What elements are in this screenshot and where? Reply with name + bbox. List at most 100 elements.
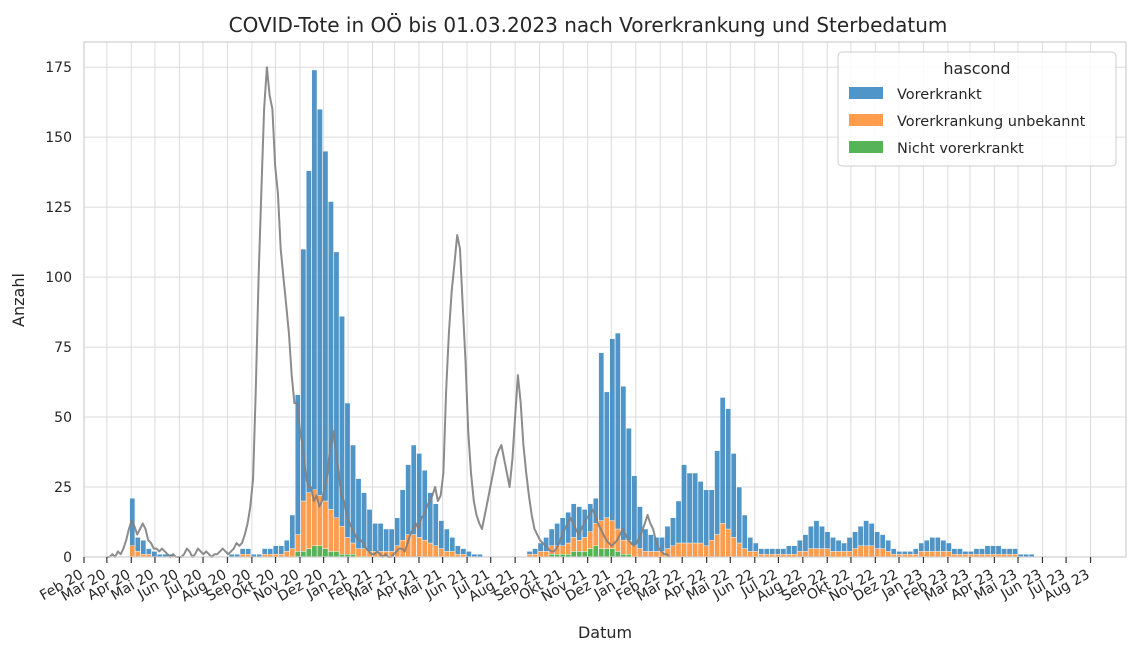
bar-segment bbox=[797, 540, 803, 552]
legend-box bbox=[837, 51, 1117, 167]
bar-segment bbox=[637, 506, 643, 549]
legend: hascond Vorerkrankt Vorerkrankung unbekan… bbox=[837, 51, 1117, 167]
bar-segment bbox=[686, 472, 693, 544]
legend-entry: Nicht vorerkrankt bbox=[897, 141, 1024, 157]
bar-segment bbox=[692, 472, 698, 544]
bar-segment bbox=[631, 475, 638, 547]
bar-segment bbox=[620, 540, 627, 555]
bar-segment bbox=[399, 489, 406, 541]
bar-segment bbox=[537, 551, 544, 558]
bar-segment bbox=[725, 408, 731, 530]
bar-segment bbox=[692, 542, 698, 558]
bar-segment bbox=[830, 537, 836, 552]
bar-segment bbox=[438, 520, 445, 549]
bar-segment bbox=[565, 542, 571, 555]
bar-segment bbox=[576, 551, 583, 558]
bar-segment bbox=[940, 540, 947, 552]
bar-segment bbox=[570, 551, 577, 558]
bar-segment bbox=[929, 551, 936, 558]
bar-segment bbox=[725, 528, 731, 558]
bar-segment bbox=[427, 492, 434, 544]
bar-segment bbox=[957, 548, 963, 555]
bar-segment bbox=[703, 545, 709, 558]
y-tick-label: 25 bbox=[54, 480, 72, 496]
legend-swatch bbox=[849, 114, 883, 126]
bar-segment bbox=[278, 545, 285, 555]
bar-segment bbox=[769, 548, 776, 555]
bar-segment bbox=[328, 201, 334, 510]
bar-segment bbox=[306, 548, 312, 558]
bar-segment bbox=[284, 551, 290, 558]
bar-segment bbox=[548, 528, 555, 547]
bar-segment bbox=[675, 542, 682, 558]
bar-segment bbox=[929, 537, 936, 552]
y-tick-label: 100 bbox=[45, 270, 72, 286]
bar-segment bbox=[979, 548, 985, 555]
bar-segment bbox=[328, 509, 334, 552]
bar-segment bbox=[775, 548, 781, 555]
bar-segment bbox=[747, 537, 754, 552]
bar-segment bbox=[449, 551, 456, 558]
bar-segment bbox=[730, 537, 737, 558]
bar-segment bbox=[990, 545, 996, 555]
bar-segment bbox=[681, 464, 687, 544]
bar-segment bbox=[421, 540, 428, 558]
bar-segment bbox=[449, 537, 456, 552]
bar-segment bbox=[604, 391, 610, 519]
bar-segment bbox=[648, 551, 654, 558]
bar-segment bbox=[416, 453, 423, 538]
bar-segment bbox=[946, 551, 952, 558]
bar-segment bbox=[631, 545, 638, 558]
bar-segment bbox=[670, 545, 676, 558]
bar-segment bbox=[648, 534, 654, 552]
bar-segment bbox=[609, 338, 616, 521]
bar-segment bbox=[924, 551, 930, 558]
bar-segment bbox=[714, 450, 720, 535]
bar-segment bbox=[846, 537, 853, 552]
bar-segment bbox=[410, 534, 417, 558]
bar-segment bbox=[819, 526, 825, 549]
bar-segment bbox=[537, 542, 544, 552]
bar-segment bbox=[935, 551, 941, 558]
bar-segment bbox=[824, 531, 831, 549]
bar-segment bbox=[444, 551, 450, 558]
bar-segment bbox=[609, 548, 616, 558]
bar-segment bbox=[432, 503, 439, 547]
legend-title: hascond bbox=[943, 59, 1010, 78]
bar-segment bbox=[344, 402, 351, 538]
bar-segment bbox=[708, 489, 715, 541]
bar-segment bbox=[135, 537, 141, 552]
bar-segment bbox=[135, 551, 141, 558]
bar-segment bbox=[1012, 548, 1018, 555]
bar-segment bbox=[300, 551, 307, 558]
bar-segment bbox=[350, 542, 356, 555]
bar-segment bbox=[719, 523, 726, 558]
bar-segment bbox=[405, 464, 411, 535]
bar-segment bbox=[885, 551, 891, 558]
bar-segment bbox=[863, 545, 869, 558]
bar-segment bbox=[295, 551, 301, 558]
bar-segment bbox=[791, 545, 798, 555]
bar-segment bbox=[879, 534, 886, 549]
bar-segment bbox=[852, 531, 858, 549]
y-tick-label: 125 bbox=[45, 200, 72, 216]
bar-segment bbox=[741, 548, 748, 558]
bar-segment bbox=[802, 551, 809, 558]
bar-segment bbox=[984, 545, 991, 555]
bar-segment bbox=[416, 537, 423, 558]
bar-segment bbox=[841, 551, 847, 558]
bar-segment bbox=[355, 478, 362, 549]
bar-segment bbox=[830, 551, 836, 558]
bar-segment bbox=[863, 520, 869, 547]
bar-segment bbox=[427, 542, 434, 558]
bar-segment bbox=[300, 500, 307, 552]
bar-segment bbox=[532, 548, 538, 555]
y-tick-label: 75 bbox=[54, 340, 72, 356]
bar-segment bbox=[697, 481, 704, 544]
bar-segment bbox=[968, 551, 974, 555]
bar-segment bbox=[460, 548, 467, 555]
bar-segment bbox=[350, 444, 356, 544]
bar-segment bbox=[322, 150, 329, 502]
bar-segment bbox=[874, 548, 880, 558]
